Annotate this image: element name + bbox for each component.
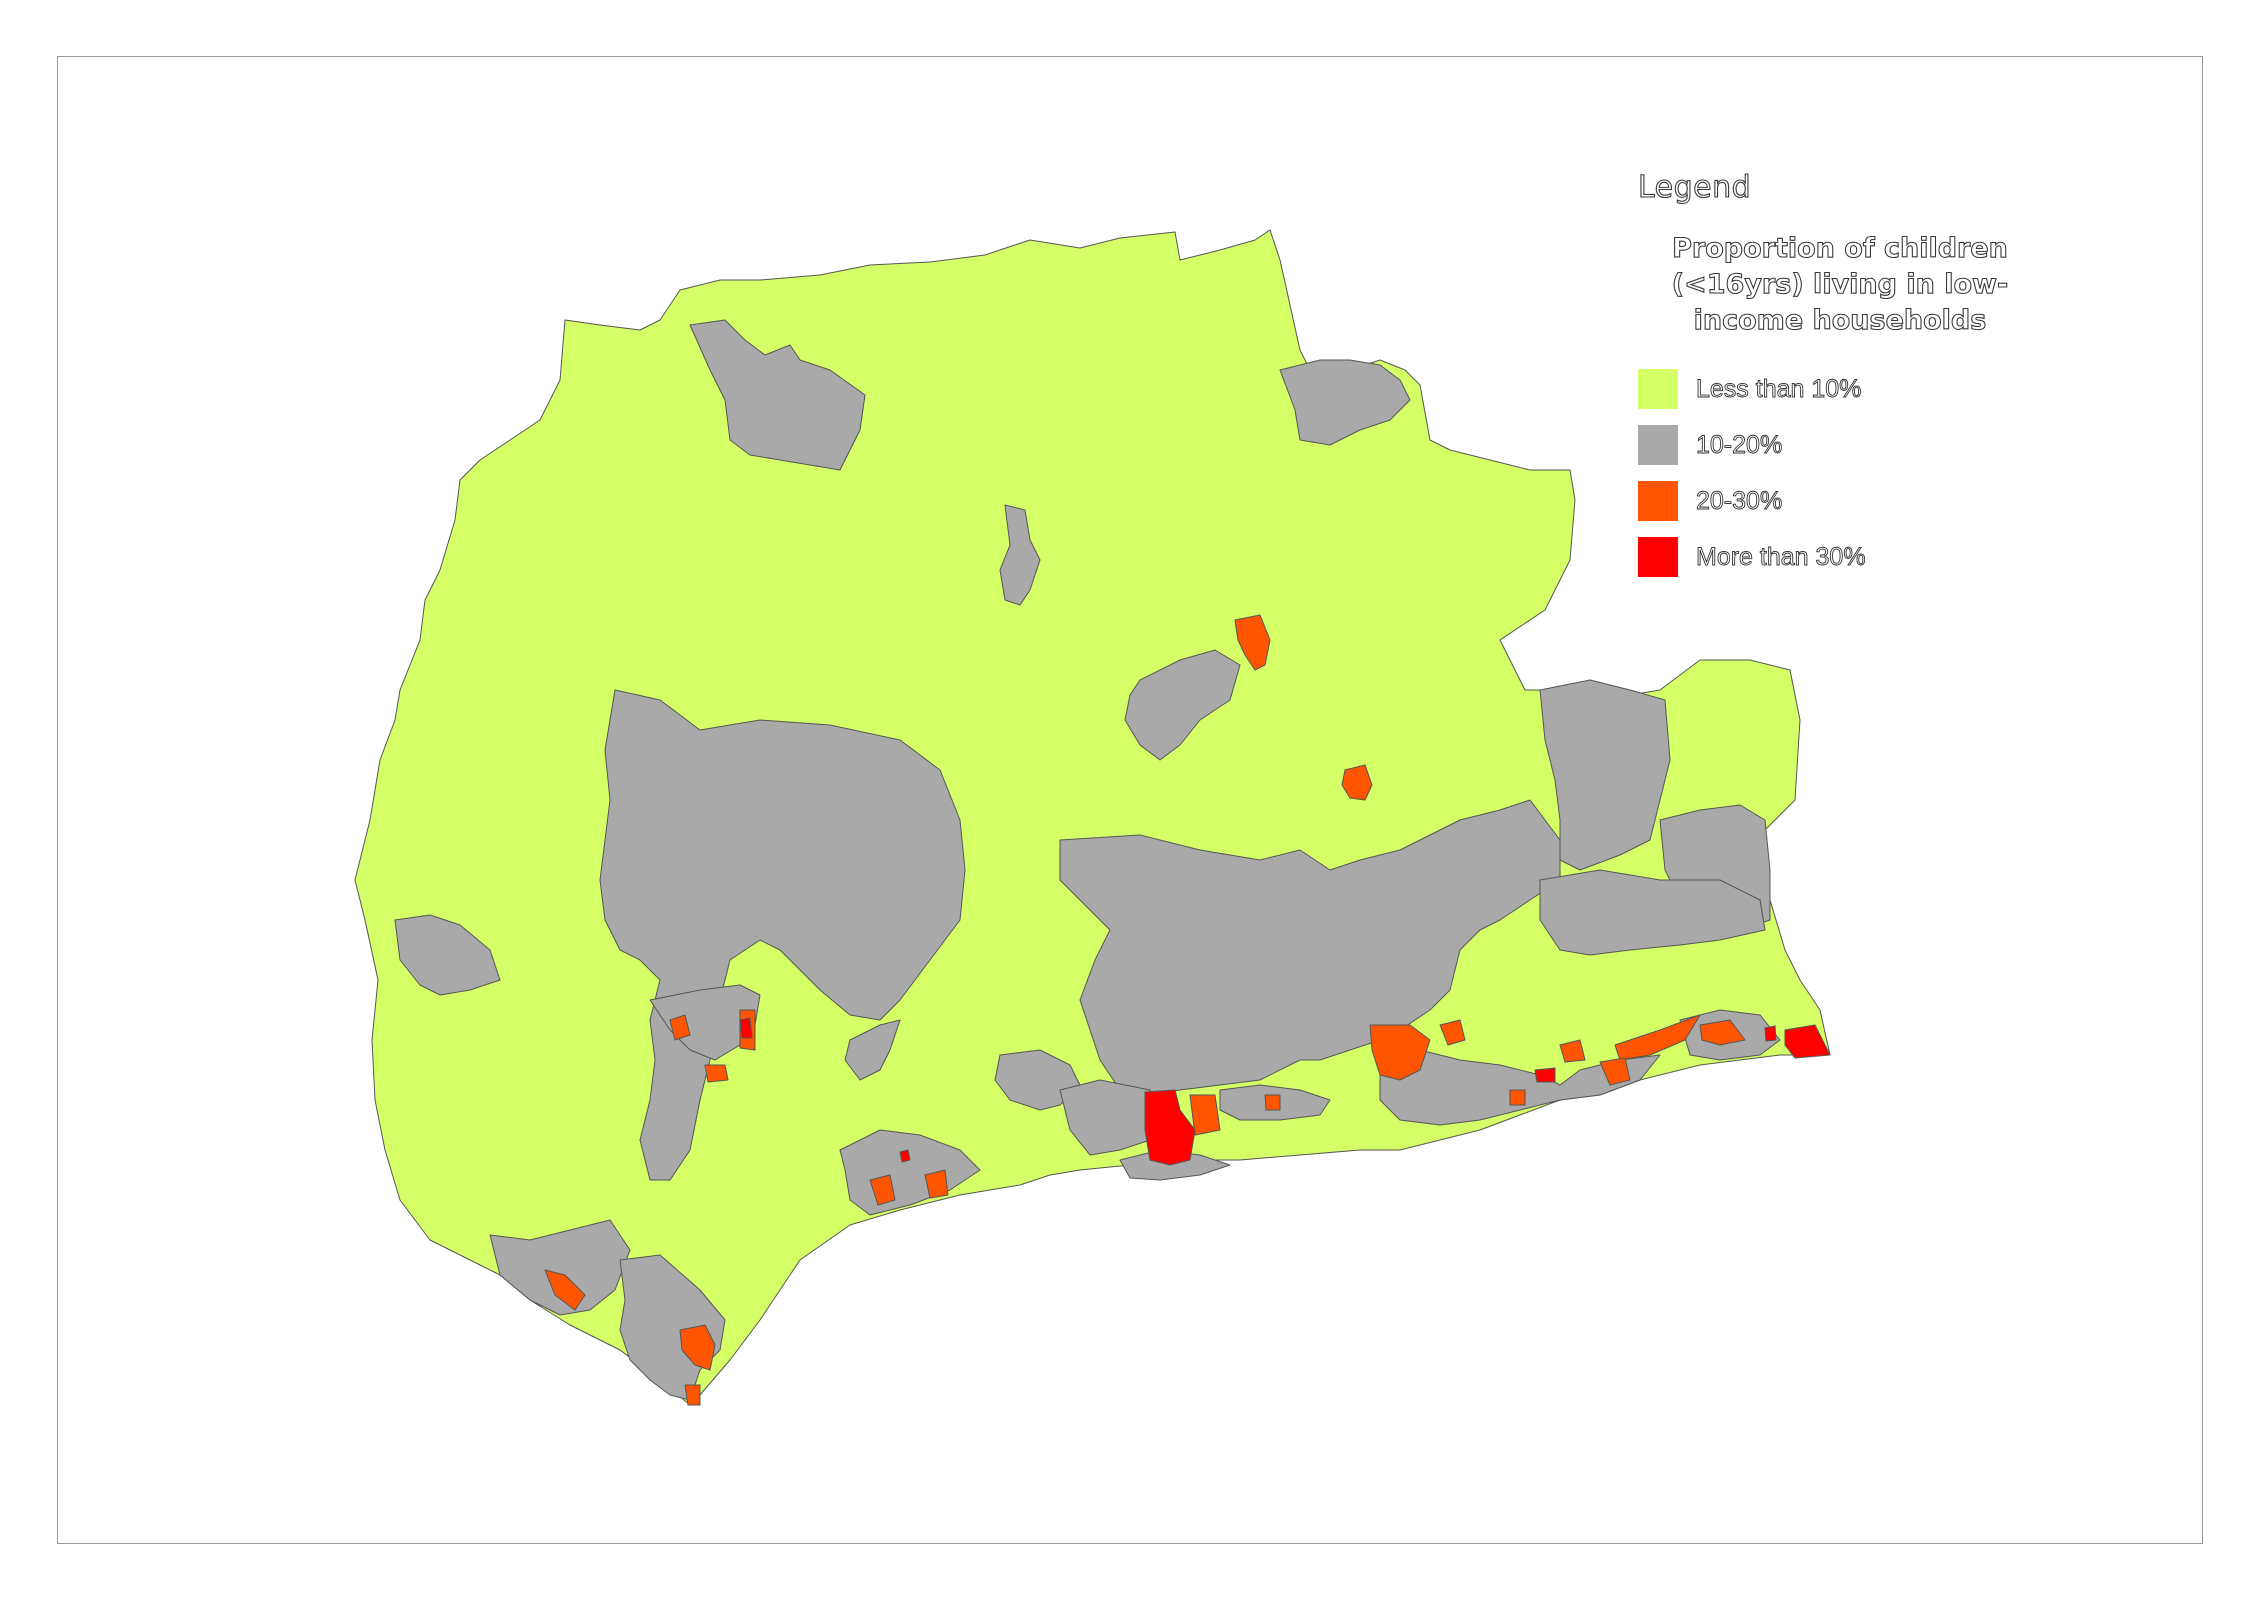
- map-region-orange: [1559, 1039, 1586, 1063]
- legend-item-more-than-30: More than 30%: [1638, 529, 2180, 585]
- legend-item-20-30: 20-30%: [1638, 473, 2180, 529]
- map-region-orange: [684, 1384, 701, 1406]
- legend-swatch: [1638, 369, 1678, 409]
- legend-label: Less than 10%: [1696, 374, 1862, 403]
- map-region-orange: [1264, 1094, 1281, 1111]
- map-region-orange: [1699, 1019, 1746, 1046]
- map-region-grey: [394, 914, 501, 996]
- legend-item-10-20: 10-20%: [1638, 417, 2180, 473]
- map-region-red: [739, 1017, 753, 1039]
- map-region-orange: [704, 1064, 729, 1083]
- map-legend: Legend Proportion of children (<16yrs) l…: [1620, 169, 2180, 585]
- map-region-orange: [679, 1324, 716, 1371]
- legend-label: 10-20%: [1696, 430, 1783, 459]
- map-region-grey: [1379, 1049, 1661, 1126]
- map-region-grey: [999, 504, 1041, 606]
- map-region-orange: [869, 1174, 896, 1206]
- legend-item-less-than-10: Less than 10%: [1638, 361, 2180, 417]
- map-region-red: [1534, 1067, 1556, 1083]
- map-region-orange: [924, 1169, 949, 1199]
- map-region-grey: [1124, 649, 1241, 761]
- map-region-grey: [1539, 679, 1671, 871]
- map-region-red: [1784, 1024, 1831, 1059]
- legend-subtitle: Proportion of children (<16yrs) living i…: [1671, 232, 2009, 336]
- map-region-grey: [489, 1219, 631, 1316]
- map-region-orange: [1234, 614, 1271, 671]
- legend-label: 20-30%: [1696, 486, 1783, 515]
- map-region-grey: [994, 1049, 1081, 1111]
- map-region-grey: [844, 1019, 901, 1081]
- map-region-red: [1764, 1025, 1777, 1042]
- map-region-orange: [669, 1014, 691, 1041]
- map-region-orange: [1341, 764, 1373, 801]
- map-frame: [57, 56, 2203, 1544]
- map-region-orange: [1599, 1057, 1631, 1086]
- legend-swatch: [1638, 537, 1678, 577]
- legend-label: More than 30%: [1696, 542, 1866, 571]
- map-region-grey: [599, 689, 966, 1181]
- map-region-grey: [1279, 359, 1411, 446]
- map-region-grey: [1539, 869, 1766, 956]
- legend-swatch: [1638, 481, 1678, 521]
- map-region-red: [1144, 1089, 1196, 1166]
- map-region-orange: [544, 1269, 586, 1311]
- map-region-orange: [1439, 1019, 1466, 1046]
- map-region-red: [899, 1149, 911, 1163]
- map-region-grey: [1059, 799, 1561, 1096]
- map-region-orange: [1369, 1024, 1431, 1081]
- map-region-grey: [689, 319, 866, 471]
- legend-title: Legend: [1637, 169, 1752, 205]
- map-region-orange: [1189, 1094, 1221, 1136]
- legend-swatch: [1638, 425, 1678, 465]
- map-region-orange: [1509, 1089, 1526, 1106]
